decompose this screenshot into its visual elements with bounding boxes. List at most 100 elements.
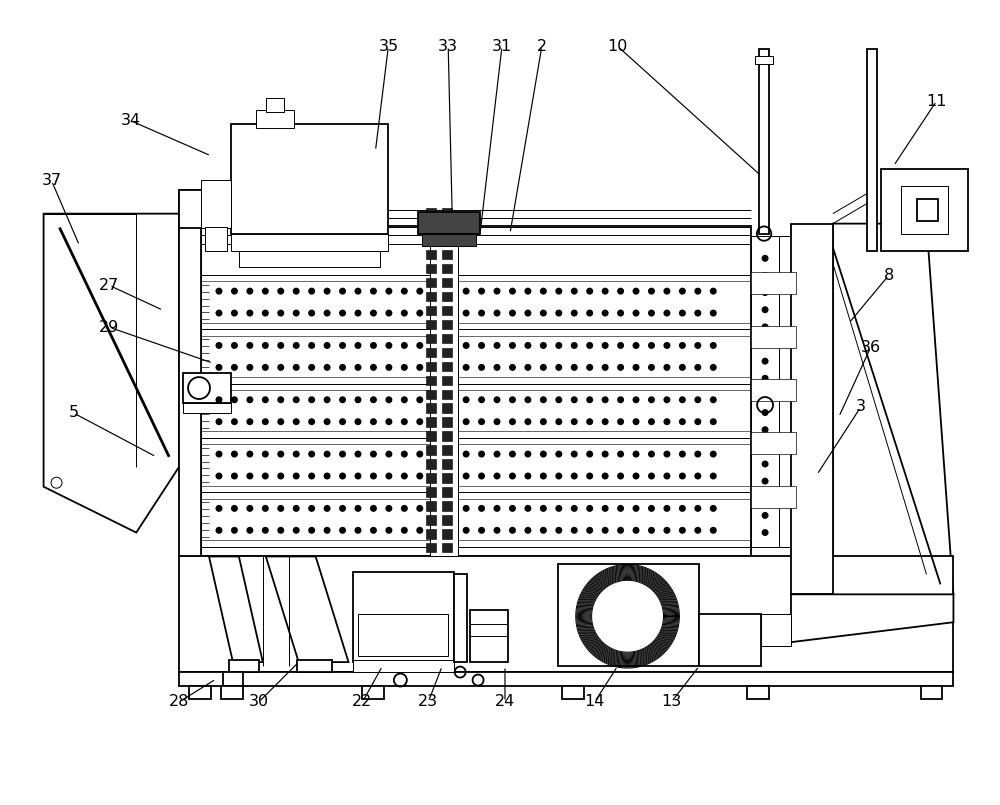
Circle shape	[694, 310, 701, 316]
Circle shape	[509, 451, 516, 457]
Bar	[881, 169, 968, 250]
Bar	[917, 199, 938, 221]
Circle shape	[231, 287, 238, 295]
Circle shape	[602, 451, 609, 457]
Circle shape	[762, 460, 769, 468]
Circle shape	[710, 526, 717, 534]
Circle shape	[679, 396, 686, 403]
Circle shape	[571, 473, 578, 480]
Circle shape	[762, 529, 769, 536]
Circle shape	[416, 287, 423, 295]
Circle shape	[602, 505, 609, 512]
Circle shape	[602, 526, 609, 534]
Circle shape	[586, 342, 593, 349]
Circle shape	[586, 526, 593, 534]
Circle shape	[762, 375, 769, 382]
Bar	[426, 361, 436, 371]
Bar	[426, 376, 436, 385]
Bar	[751, 272, 796, 295]
Bar	[179, 190, 231, 228]
Circle shape	[277, 364, 284, 371]
Bar	[426, 515, 436, 525]
Circle shape	[540, 310, 547, 316]
Circle shape	[494, 451, 500, 457]
Circle shape	[555, 505, 562, 512]
Circle shape	[277, 473, 284, 480]
Circle shape	[762, 426, 769, 433]
Bar	[442, 460, 452, 469]
Bar	[426, 306, 436, 316]
Circle shape	[762, 512, 769, 519]
Circle shape	[370, 526, 377, 534]
Circle shape	[586, 310, 593, 316]
Circle shape	[679, 418, 686, 425]
Circle shape	[478, 505, 485, 512]
Circle shape	[555, 342, 562, 349]
Circle shape	[762, 409, 769, 416]
Bar	[442, 292, 452, 301]
Circle shape	[586, 396, 593, 403]
Circle shape	[401, 526, 408, 534]
Bar	[201, 225, 751, 556]
Bar	[442, 487, 452, 497]
Circle shape	[478, 451, 485, 457]
Circle shape	[586, 287, 593, 295]
Bar	[358, 614, 448, 656]
Circle shape	[231, 342, 238, 349]
Circle shape	[262, 526, 269, 534]
Circle shape	[293, 505, 300, 512]
Circle shape	[215, 418, 222, 425]
Circle shape	[277, 310, 284, 316]
Bar	[442, 376, 452, 385]
Circle shape	[762, 255, 769, 262]
Bar	[179, 190, 201, 556]
Bar	[442, 278, 452, 287]
Circle shape	[308, 342, 315, 349]
Text: 36: 36	[861, 340, 881, 355]
Circle shape	[478, 473, 485, 480]
Text: 23: 23	[418, 695, 438, 709]
Circle shape	[463, 396, 470, 403]
Circle shape	[509, 505, 516, 512]
Circle shape	[494, 310, 500, 316]
Circle shape	[679, 526, 686, 534]
Circle shape	[401, 287, 408, 295]
Circle shape	[293, 418, 300, 425]
Bar	[454, 575, 467, 662]
Circle shape	[463, 418, 470, 425]
Bar	[751, 236, 779, 547]
Circle shape	[524, 287, 531, 295]
Circle shape	[215, 287, 222, 295]
Circle shape	[246, 310, 253, 316]
Circle shape	[509, 364, 516, 371]
Circle shape	[246, 396, 253, 403]
Circle shape	[762, 392, 769, 399]
Bar	[755, 56, 773, 64]
Bar	[442, 418, 452, 427]
Circle shape	[555, 451, 562, 457]
Circle shape	[524, 364, 531, 371]
Circle shape	[602, 418, 609, 425]
Circle shape	[762, 324, 769, 330]
Circle shape	[385, 451, 392, 457]
Polygon shape	[209, 556, 263, 662]
Circle shape	[262, 418, 269, 425]
Circle shape	[463, 342, 470, 349]
Bar	[751, 432, 796, 454]
Circle shape	[416, 473, 423, 480]
Bar	[201, 180, 231, 228]
Circle shape	[401, 451, 408, 457]
Circle shape	[617, 526, 624, 534]
Circle shape	[648, 473, 655, 480]
Circle shape	[617, 287, 624, 295]
Polygon shape	[833, 224, 953, 594]
Bar	[751, 485, 796, 508]
Circle shape	[478, 418, 485, 425]
Circle shape	[571, 287, 578, 295]
Circle shape	[385, 310, 392, 316]
Circle shape	[401, 418, 408, 425]
Bar	[442, 208, 452, 217]
Circle shape	[355, 342, 361, 349]
Circle shape	[355, 473, 361, 480]
Circle shape	[339, 364, 346, 371]
